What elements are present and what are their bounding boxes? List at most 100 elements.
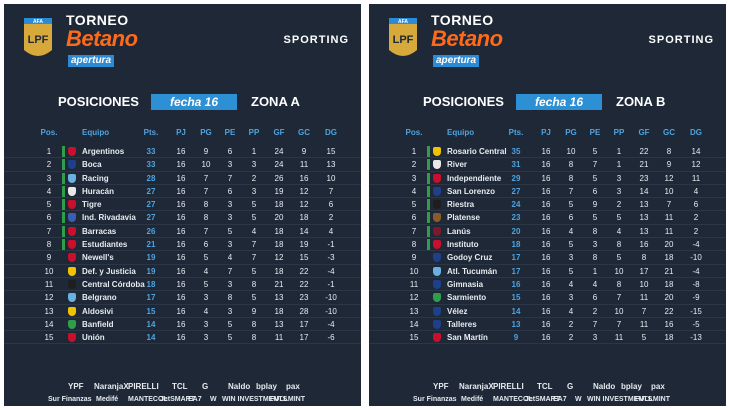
cell-pp: 4 (251, 226, 257, 236)
cell-dg: -1 (327, 279, 335, 289)
cell-pe: 3 (592, 240, 598, 250)
sponsor-logo: bplay (256, 382, 277, 391)
cell-pos: 9 (46, 253, 52, 263)
cell-pg: 4 (203, 266, 209, 276)
sponsor-logo: bplay (621, 382, 642, 391)
cell-pos: 13 (409, 306, 419, 316)
cell-team: Tigre (82, 200, 102, 210)
cell-pe: 3 (592, 333, 598, 343)
cell-pe: 3 (227, 306, 233, 316)
cell-pp: 5 (251, 266, 257, 276)
cell-gf: 18 (274, 240, 284, 250)
cell-pts: 17 (511, 266, 521, 276)
cell-pe: 3 (227, 213, 233, 223)
table-row: 15 San Martín 9 16 2 3 11 5 18 -13 (369, 331, 726, 345)
cell-dg: 6 (328, 200, 334, 210)
cell-pts: 13 (511, 319, 521, 329)
cell-pg: 8 (568, 160, 574, 170)
table-row: 12 Belgrano 17 16 3 8 5 13 23 -10 (4, 291, 361, 305)
cell-pg: 3 (203, 293, 209, 303)
cell-pj: 16 (541, 293, 551, 303)
cell-team: Riestra (447, 200, 475, 210)
table-row: 7 Lanús 20 16 4 8 4 13 11 2 (369, 225, 726, 239)
cell-gf: 5 (641, 333, 647, 343)
cell-team: Vélez (447, 306, 468, 316)
standings-titlebar: POSICIONES fecha 16 ZONA B (369, 93, 726, 111)
qualification-marker (427, 212, 430, 224)
cell-pos: 5 (46, 200, 52, 210)
cell-pp: 5 (251, 213, 257, 223)
qualification-marker (62, 199, 65, 211)
cell-pp: 5 (616, 253, 622, 263)
cell-pe: 7 (592, 319, 598, 329)
svg-text:LPF: LPF (393, 34, 414, 46)
cell-team: Huracán (82, 186, 115, 196)
qualification-marker (427, 159, 430, 171)
team-crest-icon (68, 173, 76, 183)
cell-pj: 16 (541, 253, 551, 263)
cell-pe: 3 (227, 279, 233, 289)
cell-gf: 16 (639, 240, 649, 250)
sponsor-logo: YPF (433, 382, 449, 391)
cell-pos: 6 (46, 213, 52, 223)
table-row: 5 Tigre 27 16 8 3 5 18 12 6 (4, 198, 361, 212)
cell-pp: 3 (616, 186, 622, 196)
sponsor-logo: WIN INVESTMENTS (222, 396, 288, 403)
cell-pp: 1 (616, 147, 622, 156)
cell-pj: 16 (176, 200, 186, 210)
zona-label: ZONA A (251, 94, 300, 109)
cell-gc: 9 (301, 147, 307, 156)
lpf-shield-logo: AFA LPF (24, 18, 52, 56)
cell-pos: 11 (44, 279, 54, 289)
cell-team: Estudiantes (82, 240, 128, 250)
cell-dg: 14 (691, 147, 701, 156)
cell-team: Sarmiento (447, 293, 487, 303)
cell-pp: 1 (616, 160, 622, 170)
sponsor-logo: NaranjaX (94, 382, 129, 391)
cell-gc: 12 (664, 173, 674, 183)
table-row: 1 Rosario Central 35 16 10 5 1 22 8 14 (369, 145, 726, 159)
table-row: 11 Central Córdoba 18 16 5 3 8 21 22 -1 (4, 278, 361, 292)
cell-gf: 8 (641, 253, 647, 263)
table-row: 11 Gimnasia 16 16 4 4 8 10 18 -8 (369, 278, 726, 292)
sponsor-logo: YPF (68, 382, 84, 391)
cell-pp: 8 (251, 279, 257, 289)
qualification-marker (62, 146, 65, 157)
cell-gf: 24 (274, 147, 284, 156)
cell-gc: 20 (664, 240, 674, 250)
cell-pj: 16 (176, 293, 186, 303)
sporting-logo: SPORTING (648, 34, 714, 46)
table-row: 2 Boca 33 16 10 3 3 24 11 13 (4, 158, 361, 172)
table-row: 9 Godoy Cruz 17 16 3 8 5 8 18 -10 (369, 251, 726, 265)
cell-gf: 13 (274, 293, 284, 303)
cell-pts: 16 (511, 279, 521, 289)
cell-pp: 9 (251, 306, 257, 316)
sponsor-logo: Sur Finanzas (413, 396, 457, 403)
cell-gf: 18 (274, 200, 284, 210)
cell-dg: 12 (691, 160, 701, 170)
col-pp: PP (248, 128, 260, 137)
cell-pts: 15 (511, 293, 521, 303)
cell-team: Godoy Cruz (447, 253, 493, 263)
cell-gc: 12 (299, 186, 309, 196)
cell-gf: 11 (639, 293, 649, 303)
cell-gf: 21 (274, 279, 284, 289)
team-crest-icon (68, 306, 76, 316)
cell-pts: 27 (511, 186, 521, 196)
cell-pos: 7 (411, 226, 417, 236)
cell-pp: 8 (251, 333, 257, 343)
table-row: 3 Racing 28 16 7 7 2 26 16 10 (4, 172, 361, 185)
sponsor-logo: Medifé (461, 396, 484, 403)
cell-pos: 11 (409, 279, 419, 289)
team-crest-icon (433, 213, 441, 223)
col-gf: GF (638, 128, 650, 137)
cell-pos: 6 (411, 213, 417, 223)
cell-pg: 8 (203, 213, 209, 223)
cell-pp: 3 (616, 173, 622, 183)
cell-pe: 5 (227, 333, 233, 343)
table-row: 13 Vélez 14 16 4 2 10 7 22 -15 (369, 305, 726, 318)
cell-pg: 4 (568, 279, 574, 289)
cell-pts: 26 (146, 226, 156, 236)
cell-gf: 13 (639, 226, 649, 236)
cell-pg: 4 (568, 306, 574, 316)
